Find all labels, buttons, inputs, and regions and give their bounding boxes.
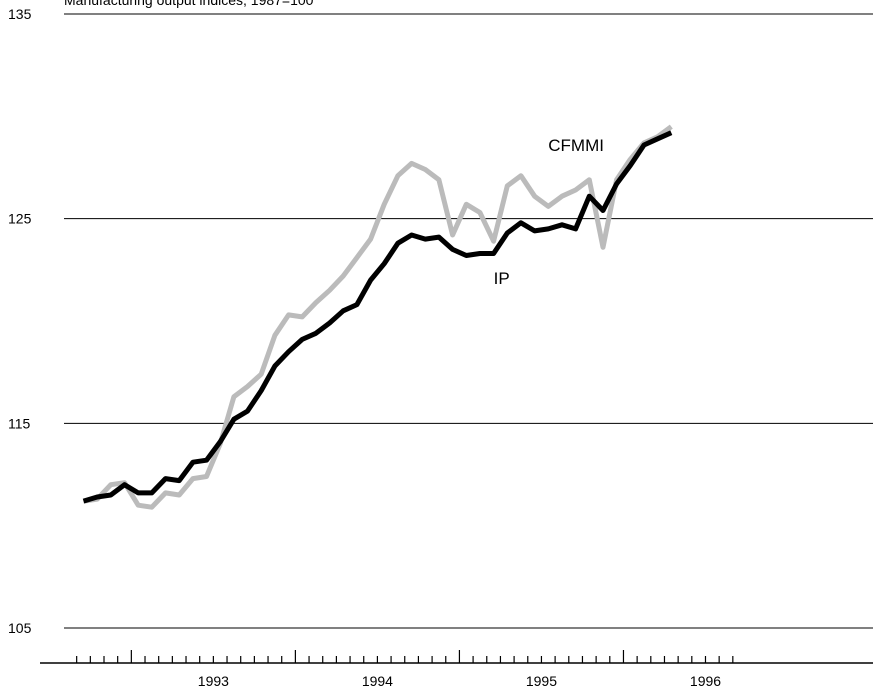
series-line-cfmmi [83,124,673,510]
annotation-ip: IP [494,269,510,288]
x-tick-label-1996: 1996 [690,673,721,688]
annotation-cfmmi: CFMMI [548,136,604,155]
chart-subtitle: Manufacturing output indices, 1987=100 [64,0,314,8]
x-tick-label-1993: 1993 [198,673,229,688]
y-tick-label-115: 115 [8,415,31,431]
y-tick-label-135: 135 [8,6,32,22]
x-tick-label-1994: 1994 [362,673,393,688]
series-line-ip [82,130,673,504]
y-tick-label-105: 105 [8,620,32,636]
x-tick-label-1995: 1995 [526,673,557,688]
y-tick-label-125: 125 [8,211,32,227]
